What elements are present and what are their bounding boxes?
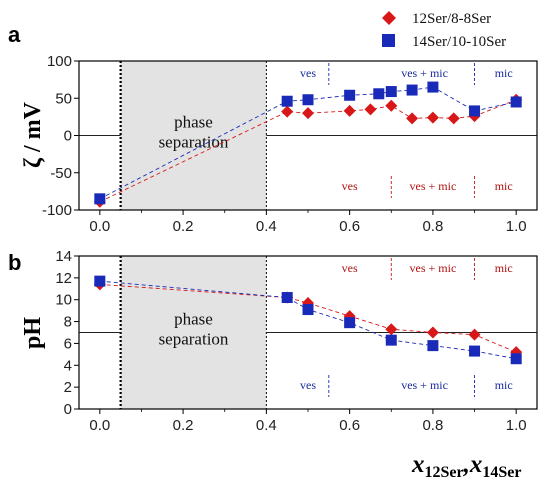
pa-x-tick-label: 1.0: [506, 218, 527, 235]
pa-x-tick-label: 0.6: [339, 218, 360, 235]
pa-x-tick-label: 0.2: [173, 218, 194, 235]
legend-marker-square: [382, 34, 395, 47]
pb-region-label: ves + mic: [401, 378, 448, 392]
pa-region-label: mic: [495, 179, 513, 193]
pb-data-point-diamond: [385, 323, 398, 336]
pb-phase-separation-region: [120, 256, 267, 409]
pb-data-point-square: [94, 275, 106, 287]
pb-x-tick-label: 0.6: [339, 417, 360, 434]
pa-region-label: ves + mic: [410, 179, 457, 193]
pa-y-tick-label: 100: [47, 53, 72, 70]
legend-label-12ser: 12Ser/8-8Ser: [412, 11, 491, 27]
pa-region-label: ves: [342, 179, 358, 193]
pa-data-point-diamond: [343, 104, 356, 117]
pa-x-tick-label: 0.8: [422, 218, 443, 235]
pb-x-tick-label: 1.0: [506, 417, 527, 434]
pa-y-tick-label: -50: [50, 165, 72, 182]
y-axis-label-a: ζ / mV: [20, 101, 46, 168]
pa-data-point-square: [406, 84, 418, 96]
pb-y-tick-label: 8: [64, 314, 72, 331]
pa-region-label: mic: [495, 66, 513, 80]
legend-marker-diamond: [382, 11, 396, 25]
pa-data-point-square: [344, 89, 356, 101]
pa-data-point-diamond: [302, 107, 314, 120]
pa-x-tick-label: 0.4: [256, 218, 277, 235]
pa-data-point-square: [94, 193, 106, 205]
pa-data-point-square: [469, 105, 481, 117]
pb-x-tick-label: 0.4: [256, 417, 277, 434]
panel-letter-b: b: [8, 250, 21, 275]
pb-data-point-square: [510, 353, 522, 365]
pa-phase-label-line1: phase: [174, 113, 213, 132]
pb-data-point-square: [302, 304, 314, 316]
pb-x-tick-label: 0.2: [173, 417, 194, 434]
pa-region-label: ves: [300, 66, 316, 80]
pa-series-line: [99, 99, 517, 203]
pa-data-point-diamond: [447, 112, 460, 125]
pb-region-label: mic: [495, 378, 513, 392]
pb-phase-label-line1: phase: [174, 310, 213, 329]
pa-data-point-diamond: [385, 99, 398, 112]
pb-data-point-square: [469, 345, 481, 357]
panel-letter-a: a: [8, 22, 21, 47]
pb-region-label: ves + mic: [410, 261, 457, 275]
pb-region-label: ves: [342, 261, 358, 275]
pa-y-tick-label: -100: [42, 202, 72, 219]
pa-series-line: [99, 86, 517, 200]
pa-phase-separation-region: [120, 61, 267, 210]
pb-data-point-square: [427, 340, 439, 352]
pb-y-tick-label: 0: [64, 401, 72, 418]
pa-data-point-square: [427, 81, 439, 93]
pa-data-point-diamond: [364, 103, 377, 116]
pb-y-tick-label: 6: [64, 335, 72, 352]
pb-data-point-diamond: [426, 326, 439, 339]
pb-y-tick-label: 14: [55, 248, 72, 265]
x-axis-label: x12Ser,x14Ser: [411, 451, 521, 481]
pa-data-point-square: [281, 95, 293, 107]
pb-y-tick-label: 12: [55, 270, 72, 287]
pa-data-point-square: [510, 96, 522, 108]
pb-x-tick-label: 0.0: [89, 417, 110, 434]
pb-y-tick-label: 4: [64, 357, 72, 374]
pa-data-point-square: [373, 88, 385, 100]
pb-x-tick-label: 0.8: [422, 417, 443, 434]
pa-phase-label-line2: separation: [159, 133, 229, 152]
pa-x-tick-label: 0.0: [89, 218, 110, 235]
pa-data-point-square: [302, 94, 314, 106]
pb-data-point-diamond: [468, 328, 481, 341]
pa-region-label: ves + mic: [401, 66, 448, 80]
pb-data-point-square: [281, 292, 293, 304]
pb-region-label: mic: [495, 261, 513, 275]
pa-y-tick-label: 50: [55, 90, 72, 107]
y-axis-label-b: pH: [20, 317, 46, 349]
pb-y-tick-label: 10: [55, 292, 72, 309]
legend: 12Ser/8-8Ser 14Ser/10-10Ser: [382, 11, 506, 50]
pb-y-tick-label: 2: [64, 379, 72, 396]
pb-region-label: ves: [300, 378, 316, 392]
legend-label-14ser: 14Ser/10-10Ser: [412, 34, 506, 50]
pa-y-tick-label: 0: [64, 128, 72, 145]
pa-data-point-diamond: [426, 111, 439, 124]
pa-data-point-diamond: [281, 105, 294, 118]
pb-series-1: [94, 275, 522, 365]
pb-data-point-square: [344, 317, 356, 329]
pb-data-point-square: [385, 334, 397, 346]
pb-phase-label-line2: separation: [159, 330, 229, 349]
pa-series-1: [94, 81, 522, 205]
pa-data-point-diamond: [406, 112, 419, 125]
pa-data-point-square: [385, 86, 397, 98]
